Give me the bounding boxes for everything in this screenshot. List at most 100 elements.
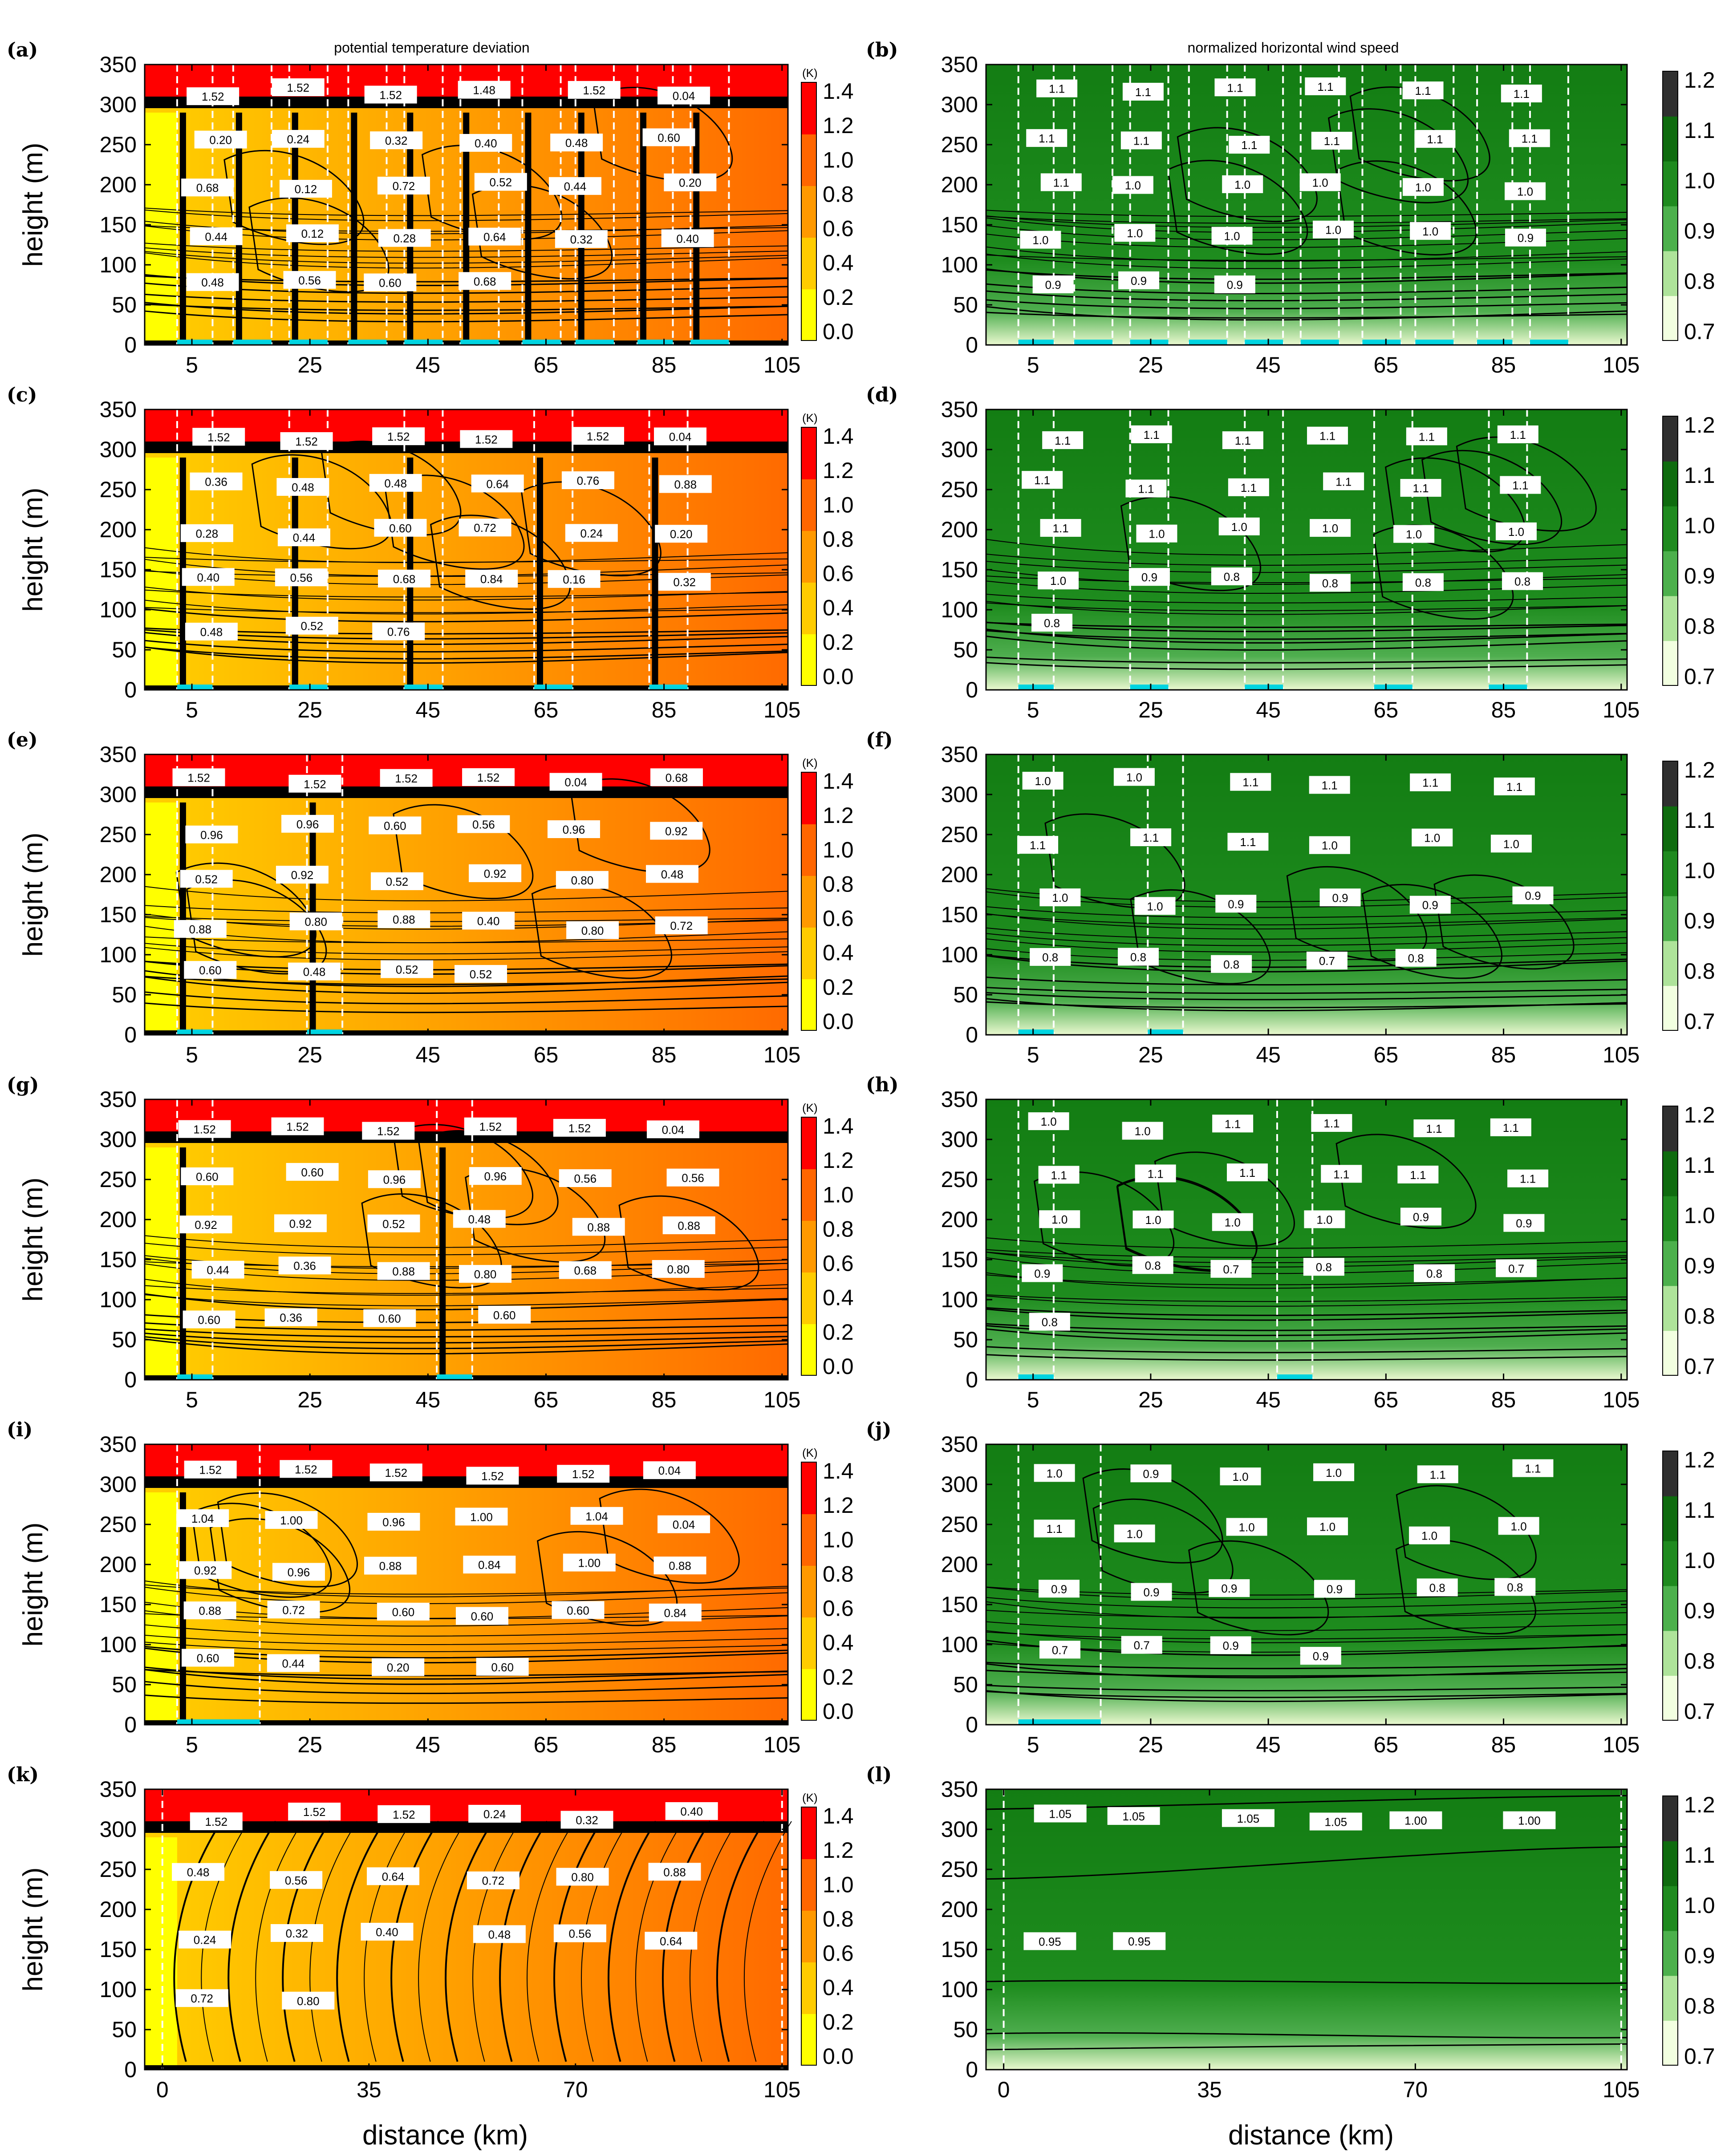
colorbar-segment [1663,1840,1678,1886]
y-tick-label: 50 [953,637,978,662]
contour-label-box [548,570,601,588]
surface-patch [1148,1029,1183,1035]
contour-label-box [1410,773,1451,791]
contour-label-box [1503,1214,1545,1232]
marker-lines [161,1789,783,2070]
contour-label-box [276,478,329,496]
y-tick-label: 0 [124,1022,137,1047]
y-tick-label: 300 [941,782,978,807]
contour-line [986,1274,1628,1285]
contour-label: 1.0 [1424,831,1440,845]
contour-label-box [1131,1583,1172,1601]
x-axis: 5 25 45 65 85 105 [1027,754,1640,1067]
contour-label-box [194,130,247,149]
contour-label-box [1222,175,1263,193]
y-tick-label: 0 [124,1367,137,1392]
contour-label-box [473,1925,526,1943]
y-tick-label: 300 [941,1472,978,1497]
colorbar-segment [1663,251,1678,296]
contour-label: 0.88 [392,1265,415,1278]
contour-line [393,804,534,900]
contour-label: 0.80 [304,915,327,928]
contour-label-box [288,1803,341,1821]
contour-line [144,943,788,955]
y-tick-label: 0 [966,2057,978,2082]
contour-label: 1.1 [1412,482,1429,495]
contour-line [144,1333,788,1344]
contour-label: 0.92 [194,1564,217,1577]
y-tick-label: 50 [112,2017,137,2042]
contour-line [618,1195,759,1291]
contour-label: 0.04 [673,89,695,103]
contour-label: 0.40 [680,1805,703,1818]
colorbar-tick-label: 1.0 [1684,1203,1715,1228]
contour-label-box [369,816,422,835]
contour-label: 1.52 [568,1122,591,1135]
contour-line [1395,1539,1536,1635]
contour-label-box [185,623,238,641]
y-tick-label: 300 [941,1127,978,1152]
x-tick-label: 65 [534,1042,559,1067]
colorbar-unit: (K) [802,411,818,425]
colorbar-segment [1663,416,1678,462]
contour-line [227,1820,276,2062]
contour-label: 1.52 [207,430,230,444]
y-tick-label: 0 [966,1712,978,1737]
contour-label: 1.1 [1046,1522,1062,1536]
contour-line [986,927,1628,940]
colorbar-segment [801,1462,816,1514]
contour-label: 1.52 [583,84,605,97]
y-tick-label: 200 [100,1207,137,1232]
contour-label-box [367,1214,420,1232]
y-tick-label: 250 [100,132,137,157]
contour-label-box [280,432,333,450]
contour-label: 0.88 [189,923,211,936]
contour-line [986,1690,1628,1702]
contour-line [1361,883,1502,979]
contour-label-box [278,1256,331,1275]
contour-label: 0.88 [199,1604,221,1617]
colorbar-tick-label: 0.9 [1684,563,1715,588]
contour-label-box [1417,1465,1458,1483]
x-tick-label: 105 [1603,1732,1640,1757]
contour-label-box [1211,227,1253,245]
contour-label: 0.80 [297,1994,320,2008]
contour-label-box [1227,1163,1268,1182]
contour-label: 0.9 [1313,1649,1329,1663]
contour-label: 0.56 [682,1171,704,1185]
contour-label-box [642,128,695,146]
y-tick-label: 200 [100,1552,137,1577]
colorbar-tick-label: 0.6 [823,1251,854,1276]
contour-label-box [280,1460,333,1478]
colorbar-tick-label: 1.2 [823,458,854,483]
contour-label-box [455,1607,508,1625]
x-tick-label: 5 [1027,1387,1039,1412]
contour-label-box [1226,1518,1267,1536]
contour-label: 1.1 [1335,475,1352,488]
y-axis: 0 50 100 150 200 250 300 350 [100,52,788,357]
contour-label-box [288,962,341,981]
contour-label: 1.1 [1133,134,1149,147]
contour-label: 0.8 [1316,1260,1332,1274]
colorbar-tick-label: 0.9 [1684,1598,1715,1623]
y-tick-label: 50 [953,982,978,1007]
contour-label-box [286,224,339,243]
contour-label: 0.9 [1131,274,1147,288]
contour-line [986,560,1628,573]
y-axis: 0 50 100 150 200 250 300 350 [100,1777,788,2082]
contour-label: 0.8 [1514,575,1530,588]
x-tick-label: 5 [186,353,198,377]
contour-label: 0.8 [1042,1316,1058,1329]
panel-label: (l) [866,1763,892,1786]
contour-label: 0.7 [1223,1263,1239,1276]
colorbar-segment [1663,206,1678,251]
colorbar-tick-label: 0.4 [823,1285,854,1310]
colorbar-tick-label: 1.0 [823,147,854,172]
contour-label: 1.0 [1415,181,1431,194]
contour-label: 1.0 [1406,528,1422,541]
y-tick-label: 150 [100,1937,137,1962]
contour-label-box [377,1805,430,1823]
contour-label-box [179,1561,232,1579]
colorbar: 0.7 0.8 0.9 1.0 1.1 1.2 [1662,413,1715,689]
contour-label: 0.04 [662,1123,685,1136]
